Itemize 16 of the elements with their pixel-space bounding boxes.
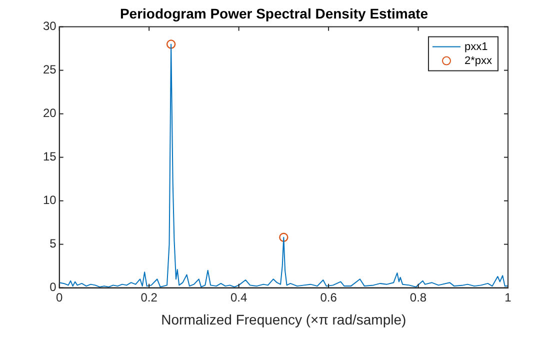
legend-label: pxx1 [464, 40, 488, 53]
chart-title: Periodogram Power Spectral Density Estimate [120, 5, 428, 22]
y-tick-label: 25 [42, 62, 57, 77]
x-tick-label: 1 [504, 290, 512, 304]
y-tick-label: 20 [42, 106, 57, 120]
x-tick-label: 0.6 [320, 290, 338, 304]
y-tick-label: 10 [42, 193, 57, 208]
x-tick-label: 0.8 [410, 290, 427, 304]
x-tick-label: 0.4 [230, 290, 248, 304]
x-axis-title: Normalized Frequency (×π rad/sample) [161, 311, 406, 328]
x-tick-label: 0.2 [140, 290, 158, 304]
legend-label: 2*pxx [464, 54, 492, 67]
y-tick-label: 30 [42, 19, 57, 34]
y-tick-label: 5 [50, 236, 57, 251]
y-tick-label: 15 [42, 150, 57, 164]
y-tick-label: 0 [50, 280, 57, 294]
